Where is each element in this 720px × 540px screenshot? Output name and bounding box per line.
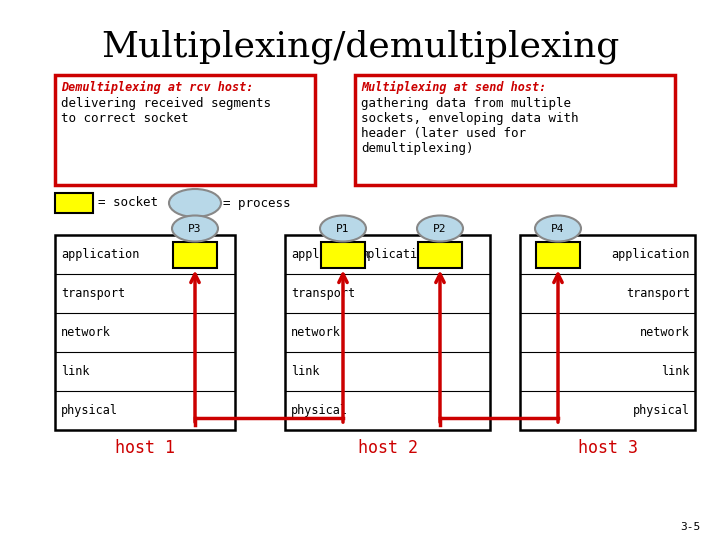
Bar <box>355 75 675 185</box>
Text: host 3: host 3 <box>577 439 637 457</box>
Text: physical: physical <box>291 404 348 417</box>
Text: Multiplexing at send host:: Multiplexing at send host: <box>361 81 546 94</box>
Text: network: network <box>291 326 341 339</box>
Bar <box>55 193 93 213</box>
Text: transport: transport <box>61 287 125 300</box>
Text: delivering received segments
to correct socket: delivering received segments to correct … <box>61 97 271 125</box>
Text: link: link <box>291 365 320 378</box>
Bar <box>536 241 580 267</box>
Text: P2: P2 <box>433 224 446 233</box>
Text: 3-5: 3-5 <box>680 522 700 532</box>
Text: physical: physical <box>633 404 690 417</box>
Bar <box>55 75 315 185</box>
Ellipse shape <box>535 215 581 241</box>
Ellipse shape <box>320 215 366 241</box>
Text: host 2: host 2 <box>358 439 418 457</box>
Text: application: application <box>354 248 432 261</box>
Text: application: application <box>291 248 369 261</box>
Text: application: application <box>611 248 690 261</box>
Text: Multiplexing/demultiplexing: Multiplexing/demultiplexing <box>101 30 619 64</box>
Text: physical: physical <box>61 404 118 417</box>
Text: transport: transport <box>626 287 690 300</box>
Text: = process: = process <box>223 197 290 210</box>
Text: network: network <box>61 326 111 339</box>
Text: P1: P1 <box>336 224 350 233</box>
Bar <box>55 235 235 430</box>
Text: = socket: = socket <box>98 197 158 210</box>
Bar <box>321 241 365 267</box>
Text: P3: P3 <box>188 224 202 233</box>
Text: link: link <box>662 365 690 378</box>
Text: gathering data from multiple
sockets, enveloping data with
header (later used fo: gathering data from multiple sockets, en… <box>361 97 578 155</box>
Text: transport: transport <box>291 287 355 300</box>
Ellipse shape <box>172 215 218 241</box>
Text: application: application <box>61 248 140 261</box>
Bar <box>418 241 462 267</box>
Text: network: network <box>640 326 690 339</box>
Bar <box>173 241 217 267</box>
Text: host 1: host 1 <box>115 439 175 457</box>
Bar <box>285 235 490 430</box>
Bar <box>520 235 695 430</box>
Text: Demultiplexing at rcv host:: Demultiplexing at rcv host: <box>61 81 253 94</box>
Ellipse shape <box>169 189 221 217</box>
Ellipse shape <box>417 215 463 241</box>
Text: link: link <box>61 365 89 378</box>
Text: P4: P4 <box>552 224 564 233</box>
